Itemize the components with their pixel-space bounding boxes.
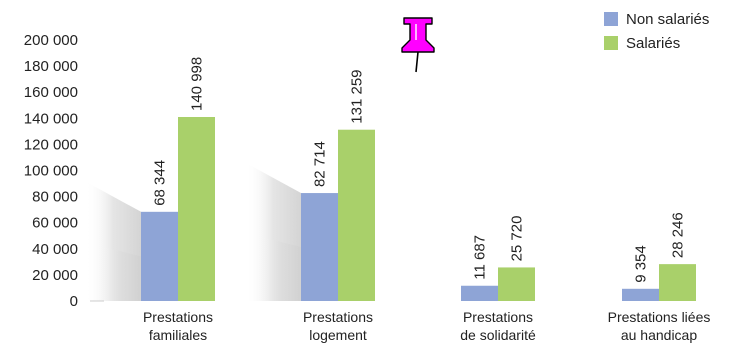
bar-shadow — [261, 237, 301, 301]
y-tick-label: 180 000 — [24, 58, 78, 75]
bar-non-salaries — [622, 288, 659, 301]
legend-label: Salariés — [626, 35, 680, 52]
y-tick-label: 120 000 — [24, 136, 78, 153]
category-label: au handicap — [621, 327, 698, 343]
legend-label: Non salariés — [626, 11, 709, 28]
y-tick-label: 160 000 — [24, 84, 78, 101]
category-label: logement — [309, 327, 367, 343]
legend: Non salariés Salariés — [604, 11, 709, 52]
bar-salaries — [659, 264, 696, 301]
data-label: 9 354 — [633, 245, 650, 283]
category-label: familiales — [149, 327, 207, 343]
y-tick-label: 40 000 — [32, 241, 78, 258]
bar-salaries — [338, 129, 375, 301]
data-label: 68 344 — [152, 160, 169, 206]
data-label: 25 720 — [509, 216, 526, 262]
bar-shadow — [101, 246, 141, 301]
category-label: Prestations — [303, 309, 373, 325]
bar-non-salaries — [301, 193, 338, 301]
data-label: 82 714 — [312, 141, 329, 187]
y-tick-label: 80 000 — [32, 189, 78, 206]
category-label: Prestations — [463, 309, 533, 325]
y-tick-label: 100 000 — [24, 163, 78, 180]
category-label: Prestations — [143, 309, 213, 325]
bar-non-salaries — [141, 211, 178, 301]
bar-salaries — [498, 267, 535, 301]
y-tick-label: 140 000 — [24, 110, 78, 127]
category-label: Prestations liées — [608, 309, 711, 325]
legend-swatch — [604, 36, 618, 50]
y-tick-label: 60 000 — [32, 215, 78, 232]
y-tick-label: 200 000 — [24, 32, 78, 49]
data-label: 131 259 — [349, 69, 366, 123]
data-label: 28 246 — [670, 212, 687, 258]
x-axis: Prestations familiales Prestations logement… — [143, 309, 710, 343]
bar-shadows — [86, 163, 301, 302]
pushpin-icon — [401, 17, 435, 73]
bars — [141, 116, 696, 301]
y-tick-label: 20 000 — [32, 267, 78, 284]
y-tick-label: 0 — [70, 293, 78, 310]
category-label: de solidarité — [460, 327, 536, 343]
y-axis: 0 20 000 40 000 60 000 80 000 100 000 120 000 1… — [24, 32, 78, 310]
bar-non-salaries — [461, 285, 498, 301]
data-labels: 68 344 140 998 82 714 131 259 11 687 25 720 9 … — [152, 57, 687, 283]
legend-swatch — [604, 12, 618, 26]
data-label: 11 687 — [472, 235, 489, 280]
bar-salaries — [178, 116, 215, 301]
data-label: 140 998 — [189, 57, 206, 111]
